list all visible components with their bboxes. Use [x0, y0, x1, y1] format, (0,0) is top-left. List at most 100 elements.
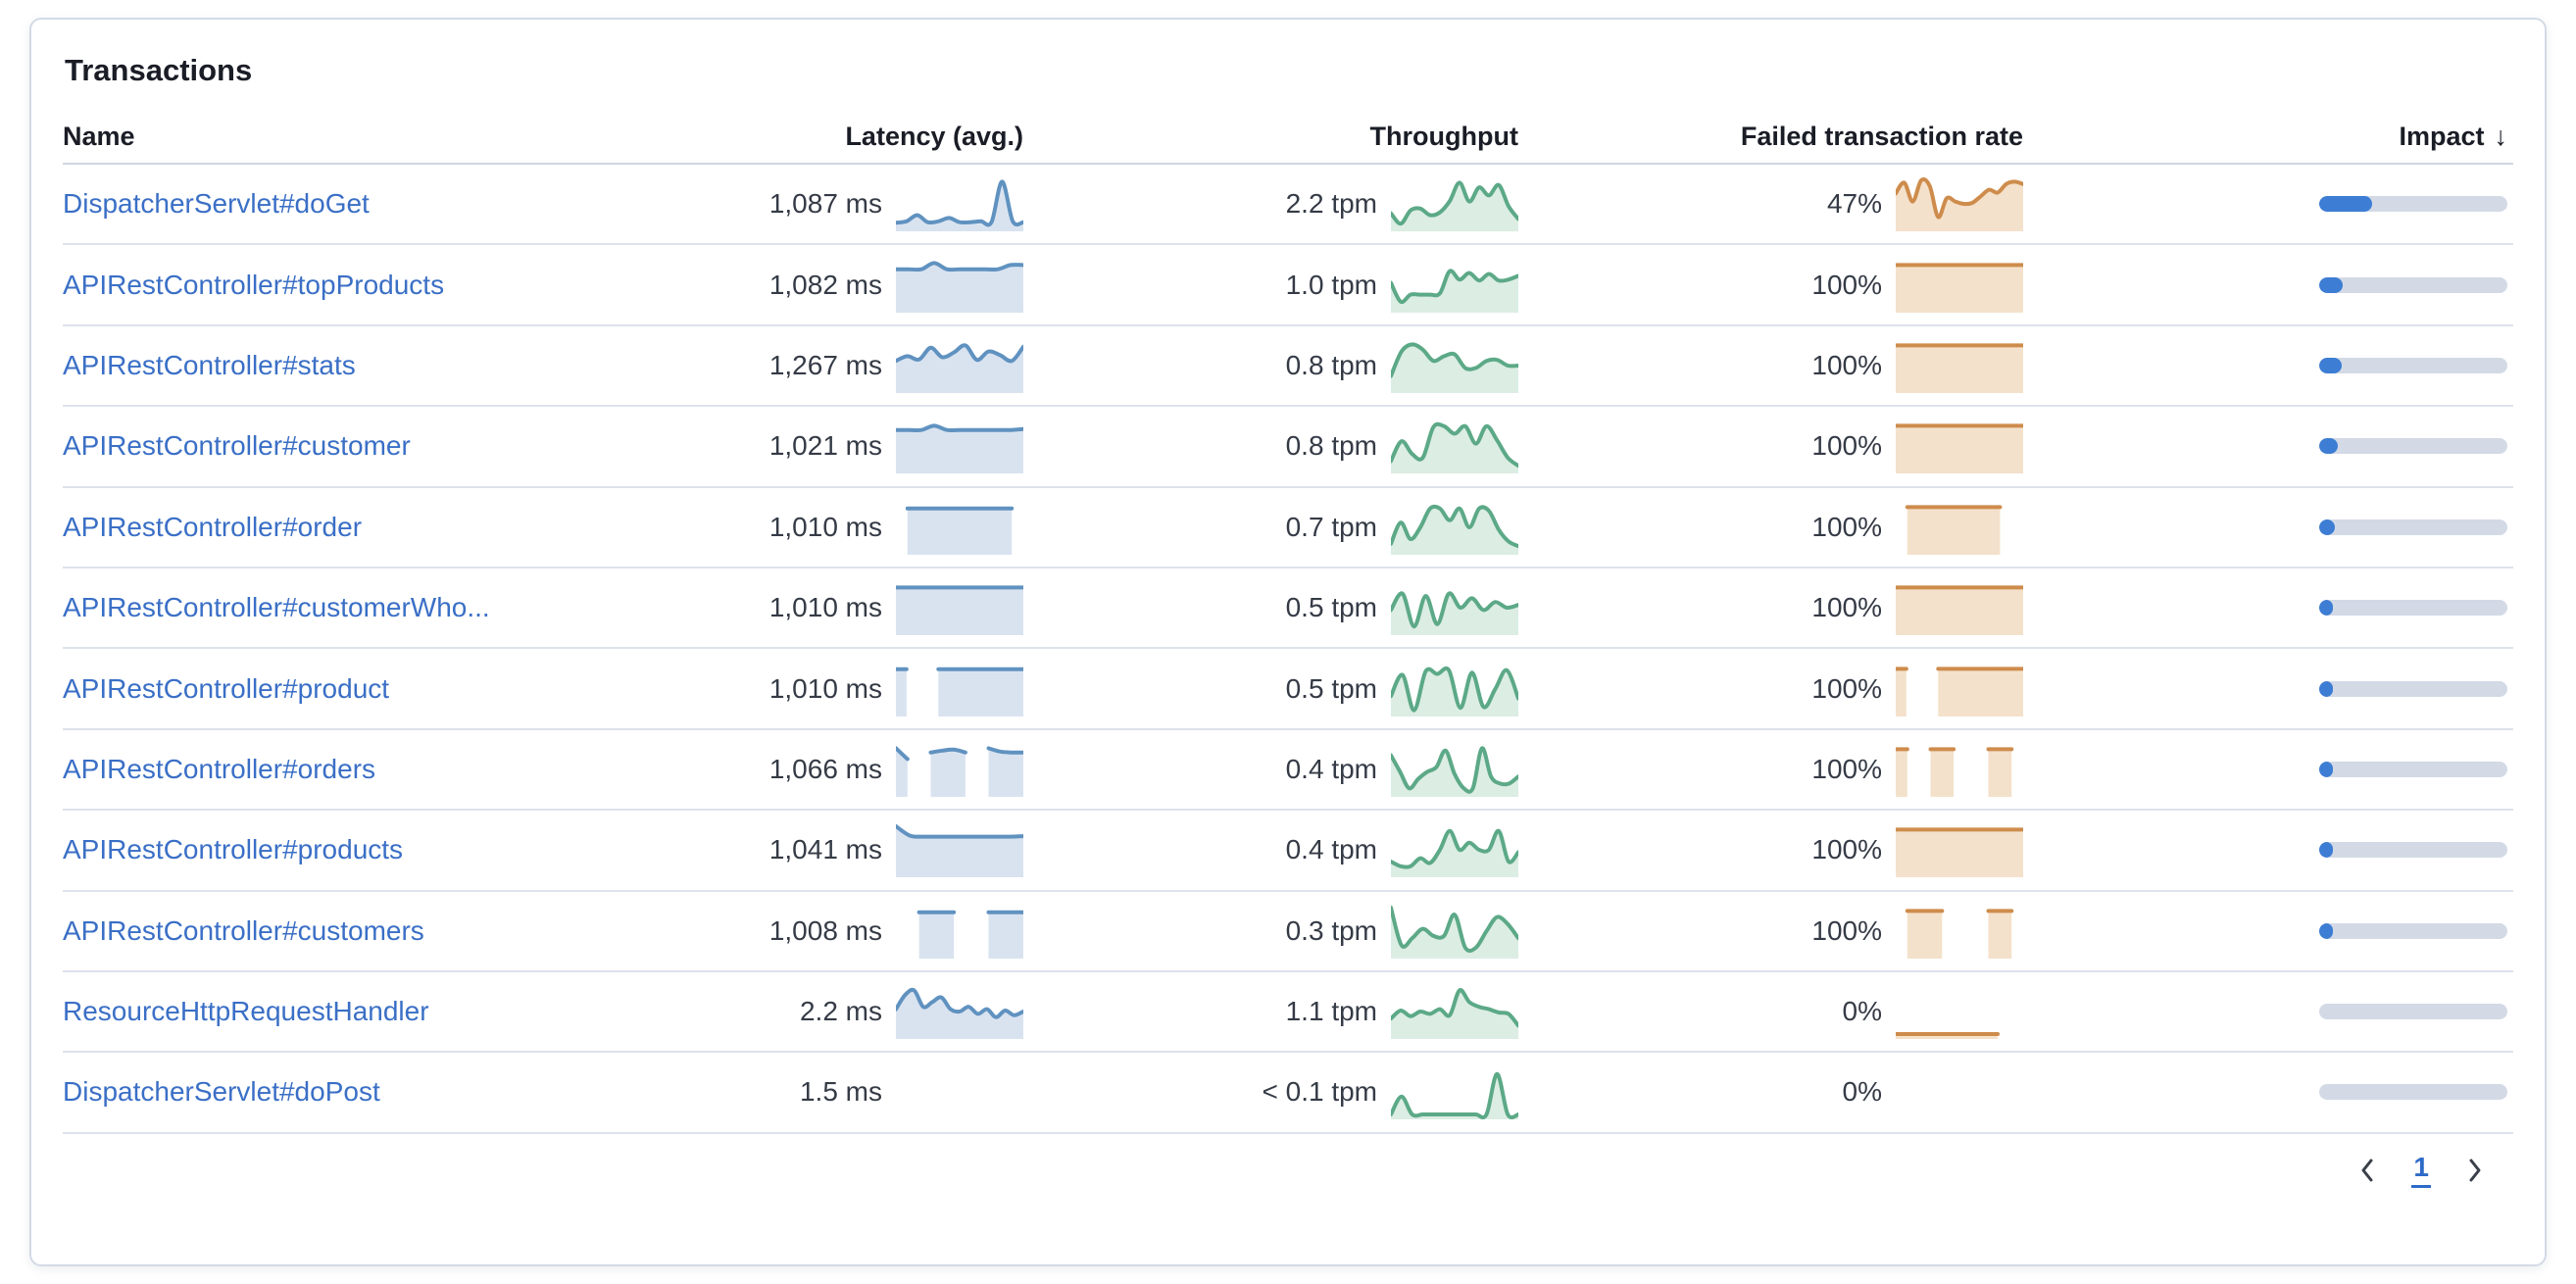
cell-failed-rate: 100%	[1518, 338, 2025, 393]
transaction-link[interactable]: APIRestController#order	[63, 511, 363, 542]
transaction-link[interactable]: APIRestController#products	[63, 834, 404, 865]
impact-bar-fill	[2319, 438, 2339, 455]
cell-latency: 1,008 ms	[592, 904, 1025, 959]
pagination-next-button[interactable]	[2462, 1152, 2488, 1189]
table-row: APIRestController#products 1,041 ms 0.4 …	[63, 811, 2513, 892]
failed-rate-sparkline	[1894, 338, 2025, 393]
cell-latency: 1,082 ms	[592, 258, 1025, 313]
throughput-value: 1.0 tpm	[1285, 269, 1377, 300]
cell-throughput: 0.4 tpm	[1023, 742, 1520, 797]
cell-impact	[2023, 922, 2513, 939]
transaction-link[interactable]: DispatcherServlet#doPost	[63, 1076, 380, 1108]
transaction-link[interactable]: APIRestController#orders	[63, 753, 376, 784]
cell-name: APIRestController#product	[63, 673, 592, 705]
impact-bar-fill	[2319, 276, 2343, 293]
latency-sparkline	[896, 500, 1023, 555]
failed-rate-value: 100%	[1811, 511, 1882, 542]
throughput-value: 0.4 tpm	[1285, 753, 1377, 784]
cell-name: DispatcherServlet#doGet	[63, 188, 592, 220]
throughput-sparkline	[1389, 176, 1520, 232]
cell-name: APIRestController#stats	[63, 350, 592, 381]
impact-bar	[2319, 842, 2507, 859]
column-header-impact-label: Impact	[2399, 121, 2485, 151]
latency-sparkline	[894, 338, 1025, 393]
failed-rate-sparkline	[1894, 742, 2023, 797]
cell-latency: 1,021 ms	[592, 419, 1025, 474]
transaction-link[interactable]: APIRestController#stats	[63, 349, 356, 380]
cell-latency: 1,041 ms	[592, 822, 1025, 878]
latency-value: 1,010 ms	[768, 511, 882, 542]
latency-value: 1,021 ms	[768, 430, 882, 462]
latency-value: 1,267 ms	[768, 349, 882, 380]
table-row: APIRestController#product 1,010 ms 0.5 t…	[63, 649, 2513, 730]
table-row: APIRestController#customers 1,008 ms 0.3…	[63, 892, 2513, 972]
latency-value: 1,041 ms	[768, 834, 882, 865]
throughput-sparkline	[1389, 822, 1520, 878]
cell-name: ResourceHttpRequestHandler	[63, 996, 592, 1027]
failed-rate-sparkline	[1896, 1064, 2023, 1119]
column-header-latency[interactable]: Latency (avg.)	[592, 122, 1023, 152]
panel-title: Transactions	[65, 53, 253, 87]
cell-throughput: 0.4 tpm	[1023, 822, 1520, 878]
impact-bar	[2319, 1004, 2507, 1020]
latency-sparkline	[894, 258, 1025, 313]
transaction-link[interactable]: APIRestController#customers	[63, 914, 424, 946]
cell-impact	[2023, 680, 2513, 697]
impact-bar-fill	[2319, 922, 2333, 939]
cell-latency: 1.5 ms	[592, 1064, 1023, 1119]
column-header-throughput[interactable]: Throughput	[1023, 122, 1518, 152]
transaction-link[interactable]: APIRestController#customerWho...	[63, 592, 490, 623]
transaction-link[interactable]: APIRestController#customer	[63, 430, 411, 462]
column-header-failed-rate-label: Failed transaction rate	[1740, 121, 2023, 151]
table-row: ResourceHttpRequestHandler 2.2 ms 1.1 tp…	[63, 972, 2513, 1054]
cell-failed-rate: 100%	[1518, 419, 2025, 474]
cell-throughput: 0.5 tpm	[1023, 662, 1520, 716]
impact-bar-fill	[2319, 600, 2333, 617]
impact-bar-fill	[2319, 519, 2336, 535]
table-body: DispatcherServlet#doGet 1,087 ms 2.2 tpm…	[63, 165, 2513, 1134]
transaction-link[interactable]: DispatcherServlet#doGet	[63, 188, 370, 220]
cell-failed-rate: 0%	[1518, 984, 2023, 1040]
pagination-prev-button[interactable]	[2354, 1152, 2380, 1189]
impact-bar-fill	[2319, 357, 2343, 373]
table-header-row: Name Latency (avg.) Throughput Failed tr…	[63, 110, 2513, 165]
failed-rate-value: 0%	[1842, 996, 1882, 1027]
impact-bar	[2319, 438, 2507, 455]
failed-rate-sparkline	[1894, 258, 2025, 313]
failed-rate-value: 100%	[1811, 592, 1882, 623]
cell-name: APIRestController#products	[63, 834, 592, 865]
transaction-link[interactable]: APIRestController#product	[63, 672, 390, 704]
failed-rate-value: 0%	[1842, 1076, 1882, 1108]
throughput-sparkline	[1389, 662, 1520, 716]
pagination-page-1[interactable]: 1	[2411, 1152, 2431, 1189]
cell-failed-rate: 0%	[1518, 1064, 2023, 1119]
failed-rate-sparkline	[1894, 419, 2025, 474]
cell-throughput: 0.8 tpm	[1023, 338, 1520, 393]
throughput-sparkline	[1389, 904, 1520, 959]
latency-value: 1,066 ms	[768, 753, 882, 784]
cell-throughput: 0.8 tpm	[1023, 419, 1520, 474]
cell-latency: 2.2 ms	[592, 984, 1025, 1040]
transaction-link[interactable]: ResourceHttpRequestHandler	[63, 996, 429, 1027]
transaction-link[interactable]: APIRestController#topProducts	[63, 269, 445, 300]
column-header-impact[interactable]: Impact ↓	[2023, 122, 2513, 152]
cell-throughput: 2.2 tpm	[1023, 176, 1520, 232]
failed-rate-value: 100%	[1811, 430, 1882, 462]
throughput-value: 0.5 tpm	[1285, 672, 1377, 704]
failed-rate-sparkline	[1896, 500, 2023, 555]
latency-sparkline	[894, 580, 1025, 636]
latency-sparkline	[896, 1064, 1023, 1119]
cell-failed-rate: 100%	[1518, 580, 2025, 636]
latency-value: 1,087 ms	[768, 188, 882, 220]
cell-latency: 1,010 ms	[592, 500, 1023, 555]
impact-bar	[2319, 519, 2507, 535]
chevron-right-icon	[2469, 1159, 2481, 1182]
cell-failed-rate: 47%	[1518, 176, 2025, 232]
impact-bar	[2319, 1084, 2507, 1101]
impact-bar	[2319, 922, 2507, 939]
impact-bar-fill	[2319, 680, 2333, 697]
column-header-failed-rate[interactable]: Failed transaction rate	[1518, 122, 2023, 152]
column-header-name[interactable]: Name	[63, 122, 592, 152]
throughput-value: 0.8 tpm	[1285, 349, 1377, 380]
table-row: APIRestController#stats 1,267 ms 0.8 tpm…	[63, 326, 2513, 408]
